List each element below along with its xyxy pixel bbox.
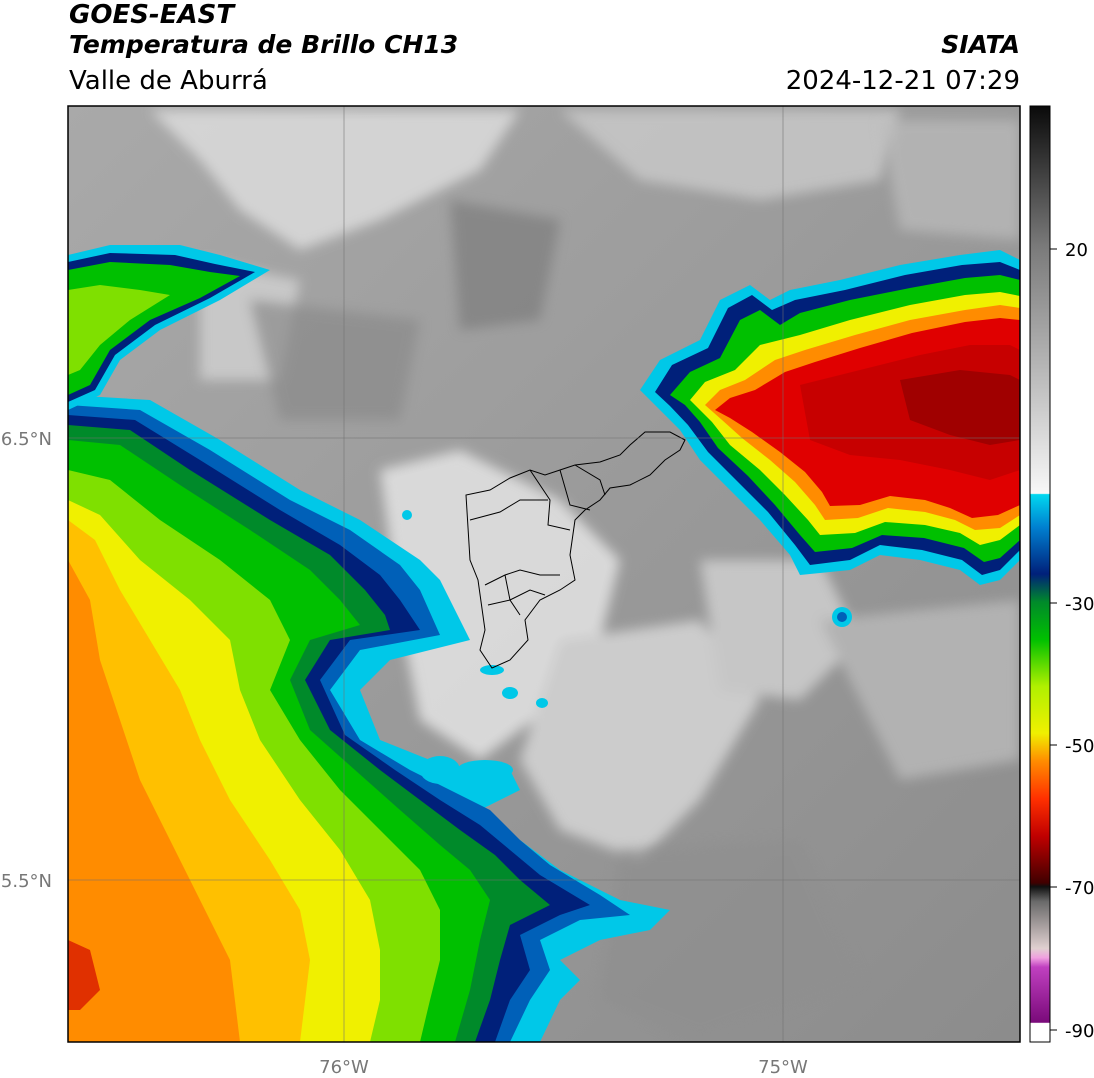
datetime-label: 2024-12-21 07:29 — [785, 66, 1020, 96]
colorbar-tick-label: -70 — [1065, 878, 1094, 899]
colorbar-tick-label: -90 — [1065, 1021, 1094, 1042]
valle-aburra-outline — [465, 431, 686, 669]
colorbar-tick-label: -50 — [1065, 736, 1094, 757]
organization-label: SIATA — [941, 30, 1020, 59]
cold-cloud-west — [68, 245, 670, 1042]
longitude-tick-label: 75°W — [758, 1057, 808, 1078]
colorbar-tick-label: -30 — [1065, 594, 1094, 615]
latitude-tick-label: 6.5°N — [1, 429, 52, 450]
imagery-layer — [68, 106, 1020, 1042]
longitude-labels: 76°W 75°W — [319, 1057, 808, 1078]
longitude-tick-label: 76°W — [319, 1057, 369, 1078]
latitude-tick-label: 5.5°N — [1, 871, 52, 892]
region-title: Valle de Aburrá — [69, 66, 268, 96]
satellite-title: GOES-EAST — [69, 0, 235, 30]
cold-cloud-east — [640, 250, 1020, 627]
colorbar-tick-label: 20 — [1065, 240, 1088, 261]
product-title: Temperatura de Brillo CH13 — [69, 30, 459, 59]
map-frame — [67, 105, 1021, 1043]
colorbar: 20 -30 -50 -70 -90 — [1029, 105, 1094, 1043]
latitude-labels: 6.5°N 5.5°N — [1, 429, 52, 892]
map-gridlines — [68, 106, 1020, 1042]
